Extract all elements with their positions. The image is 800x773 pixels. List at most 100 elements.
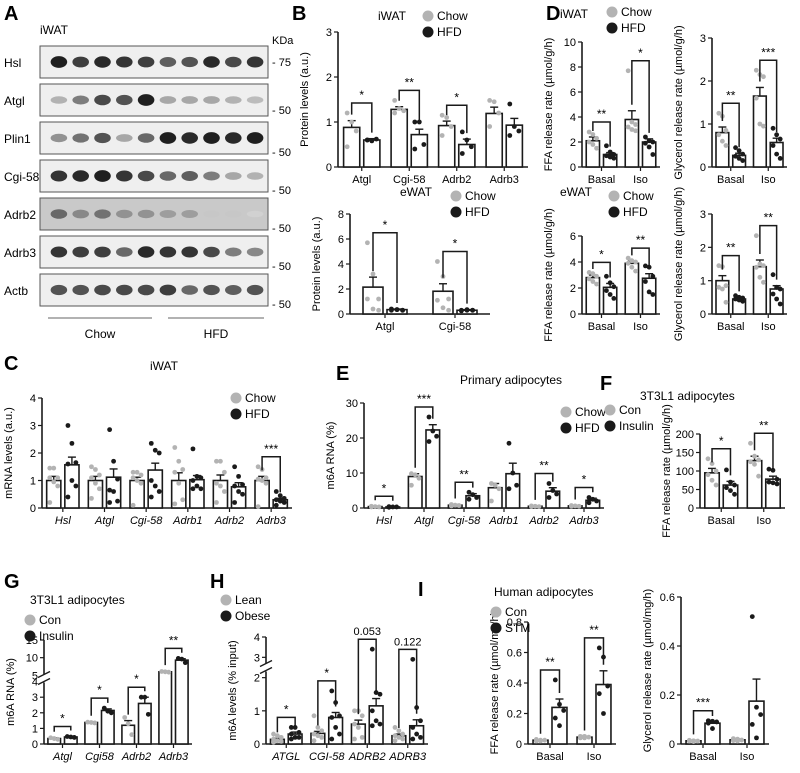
legend-marker-icon bbox=[490, 606, 502, 618]
significance-bracket bbox=[276, 716, 296, 733]
data-point bbox=[47, 465, 53, 471]
data-point bbox=[389, 307, 394, 313]
data-point bbox=[138, 694, 144, 700]
data-point bbox=[448, 503, 454, 509]
data-point bbox=[733, 153, 738, 159]
chart-title: eWAT bbox=[560, 185, 593, 199]
data-point bbox=[724, 485, 729, 491]
data-point bbox=[770, 125, 776, 131]
data-point bbox=[64, 734, 70, 739]
data-point bbox=[774, 481, 780, 487]
data-point bbox=[629, 264, 635, 270]
x-tick-label: ADRB3 bbox=[388, 751, 427, 763]
x-tick-label: Iso bbox=[740, 751, 755, 763]
data-point bbox=[643, 279, 648, 284]
bar-con bbox=[84, 721, 99, 745]
data-point bbox=[281, 495, 287, 501]
data-point bbox=[65, 423, 71, 428]
data-point bbox=[590, 132, 596, 137]
data-point bbox=[594, 145, 599, 151]
category-adrb3: ADRB3 0.122 bbox=[388, 636, 427, 763]
x-tick-label: Atgl bbox=[94, 515, 115, 527]
legend-marker-icon bbox=[606, 6, 618, 18]
data-point bbox=[278, 738, 284, 744]
data-point bbox=[752, 453, 757, 459]
significance-bracket bbox=[711, 448, 732, 476]
data-point bbox=[756, 457, 761, 463]
data-point bbox=[506, 440, 512, 446]
data-point bbox=[723, 299, 729, 305]
data-point bbox=[190, 446, 196, 452]
x-tick-label: CGI-58 bbox=[309, 751, 345, 763]
x-tick-label: Basal bbox=[588, 321, 616, 333]
data-point bbox=[740, 151, 746, 157]
category-adrb1: Adrb1 bbox=[487, 440, 521, 527]
y-tick-label: 6 bbox=[570, 87, 576, 99]
y-tick-label: 1 bbox=[700, 119, 706, 131]
data-point bbox=[292, 725, 298, 730]
significance-bracket bbox=[574, 486, 594, 500]
significance-label: ** bbox=[405, 75, 415, 89]
legend-item-insulin: Insulin bbox=[24, 629, 74, 643]
data-point bbox=[315, 733, 321, 739]
data-point bbox=[333, 725, 339, 730]
y-tick-label: 0 bbox=[700, 162, 706, 174]
y-tick-label: 0 bbox=[669, 739, 675, 751]
data-point bbox=[376, 307, 381, 313]
data-point bbox=[392, 725, 398, 730]
data-point bbox=[611, 155, 617, 161]
data-point bbox=[263, 475, 269, 481]
blot-band bbox=[50, 56, 68, 68]
data-point bbox=[594, 135, 599, 141]
data-point bbox=[353, 128, 359, 134]
data-point bbox=[650, 152, 656, 157]
data-point bbox=[774, 151, 780, 157]
data-point bbox=[586, 500, 592, 506]
data-point bbox=[311, 738, 317, 744]
data-point bbox=[594, 281, 599, 287]
data-point bbox=[274, 738, 280, 744]
data-point bbox=[145, 711, 151, 717]
panel-label-b: B bbox=[292, 3, 306, 25]
data-point bbox=[695, 738, 701, 744]
data-point bbox=[568, 503, 574, 509]
data-point bbox=[355, 725, 361, 730]
data-point bbox=[507, 101, 513, 107]
data-point bbox=[176, 458, 182, 464]
panel-label-d: D bbox=[546, 3, 560, 25]
data-point bbox=[643, 134, 648, 140]
significance-bracket bbox=[350, 102, 373, 133]
significance-label: * bbox=[383, 218, 388, 232]
data-point bbox=[459, 151, 465, 156]
significance-label: * bbox=[324, 666, 329, 680]
data-point bbox=[754, 704, 759, 710]
data-point bbox=[47, 475, 53, 481]
legend-item-hfd: HFD bbox=[230, 407, 270, 421]
y-tick-label: 0 bbox=[700, 309, 706, 321]
chart-d-gly-iwat: 0 1 2 3 Glycerol release rate (µmol/g/h) Basa… bbox=[673, 25, 787, 186]
data-point bbox=[691, 739, 696, 744]
y-axis-label: FFA release rate (µmol/g/h) bbox=[543, 208, 555, 342]
legend-label: Lean bbox=[235, 593, 262, 607]
data-point bbox=[629, 258, 635, 264]
data-point bbox=[129, 732, 135, 738]
data-point bbox=[487, 124, 493, 129]
legend-label: Insulin bbox=[39, 629, 74, 643]
data-point bbox=[466, 489, 472, 495]
bar-chow bbox=[752, 95, 768, 168]
data-point bbox=[625, 68, 631, 74]
blot-band bbox=[94, 56, 111, 68]
category-atgl: Atgl *** bbox=[407, 392, 441, 527]
data-point bbox=[777, 136, 783, 142]
data-point bbox=[410, 736, 416, 742]
blot-band bbox=[225, 285, 242, 295]
data-point bbox=[278, 734, 284, 740]
significance-bracket bbox=[127, 686, 146, 715]
legend-marker-icon bbox=[604, 404, 616, 416]
data-point bbox=[194, 473, 200, 479]
significance-bracket bbox=[414, 406, 434, 468]
data-point bbox=[344, 110, 350, 116]
category-hsl: Hsl * bbox=[367, 481, 401, 527]
chart-title: Primary adipocytes bbox=[460, 373, 562, 387]
